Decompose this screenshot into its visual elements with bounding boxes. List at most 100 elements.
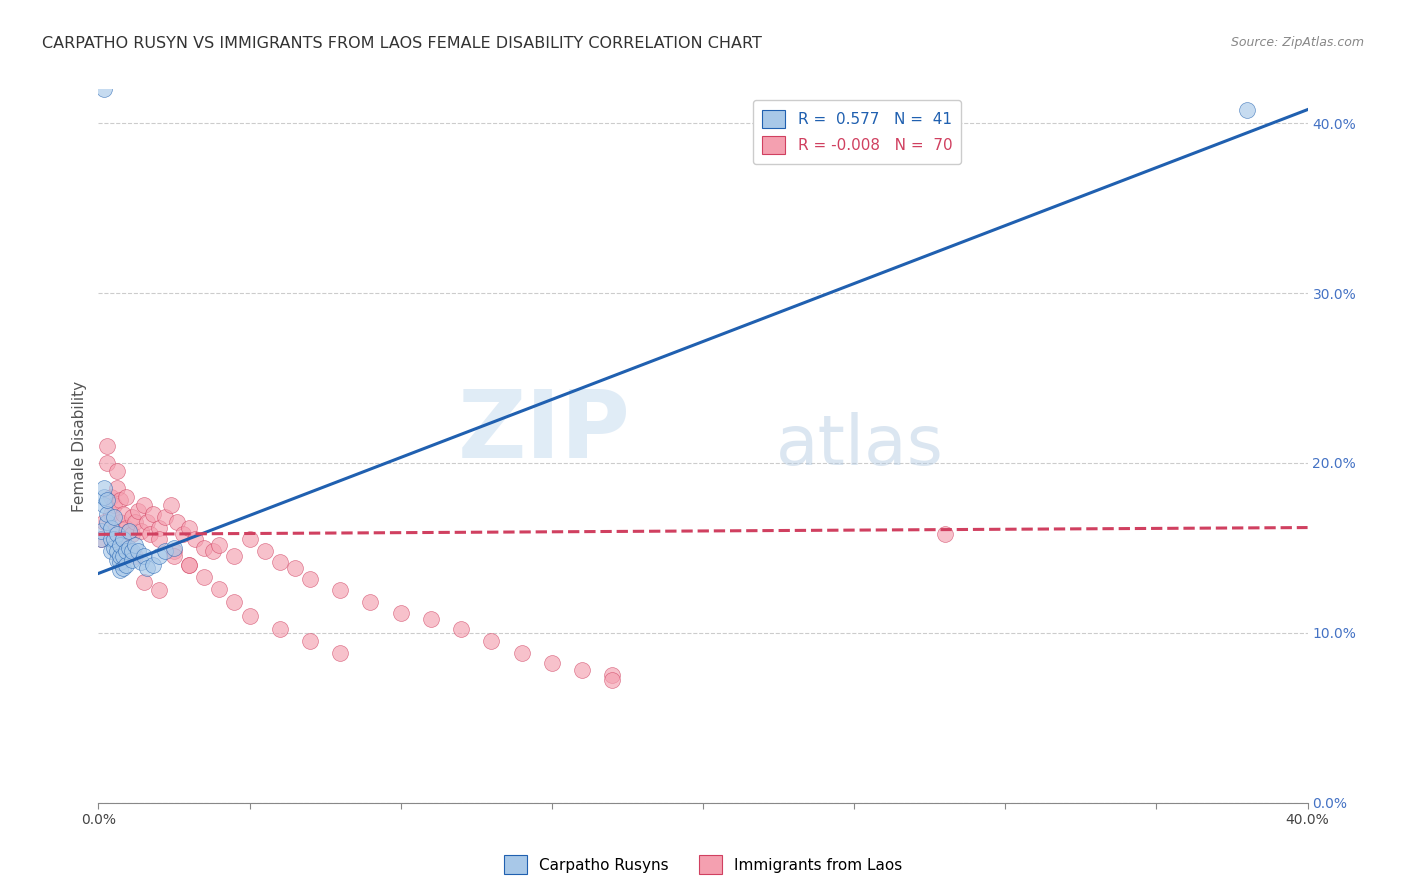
Point xyxy=(108,549,131,564)
Point xyxy=(90,533,112,547)
Point xyxy=(160,499,183,513)
Point xyxy=(129,524,152,538)
Point xyxy=(103,499,125,513)
Point xyxy=(121,527,143,541)
Point xyxy=(103,510,125,524)
Point xyxy=(299,634,322,648)
Point xyxy=(329,646,352,660)
Point xyxy=(93,490,115,504)
Point xyxy=(105,544,128,558)
Point xyxy=(153,544,176,558)
Point xyxy=(142,558,165,572)
Text: atlas: atlas xyxy=(776,412,943,480)
Point xyxy=(132,499,155,513)
Point xyxy=(163,544,186,558)
Point xyxy=(111,533,134,547)
Point xyxy=(105,482,128,496)
Point xyxy=(179,520,201,534)
Point xyxy=(481,634,503,648)
Point xyxy=(100,520,122,534)
Point xyxy=(121,510,143,524)
Legend: Carpatho Rusyns, Immigrants from Laos: Carpatho Rusyns, Immigrants from Laos xyxy=(498,849,908,880)
Point xyxy=(114,544,136,558)
Point xyxy=(100,533,122,547)
Point xyxy=(450,623,472,637)
Point xyxy=(114,520,136,534)
Point xyxy=(111,561,134,575)
Point xyxy=(118,524,141,538)
Point xyxy=(142,507,165,521)
Point xyxy=(100,507,122,521)
Legend: R =  0.577   N =  41, R = -0.008   N =  70: R = 0.577 N = 41, R = -0.008 N = 70 xyxy=(754,101,962,163)
Point xyxy=(166,516,188,530)
Point xyxy=(93,516,115,530)
Point xyxy=(135,516,157,530)
Y-axis label: Female Disability: Female Disability xyxy=(72,380,87,512)
Point xyxy=(602,668,624,682)
Point xyxy=(202,544,225,558)
Point xyxy=(163,541,186,555)
Point xyxy=(269,555,291,569)
Point xyxy=(193,541,215,555)
Point xyxy=(127,503,149,517)
Point xyxy=(96,507,118,521)
Point xyxy=(163,549,186,564)
Point xyxy=(118,544,141,558)
Point xyxy=(100,490,122,504)
Point xyxy=(108,537,131,551)
Point xyxy=(284,561,307,575)
Point xyxy=(540,657,562,671)
Point xyxy=(121,553,143,567)
Point xyxy=(329,583,352,598)
Point xyxy=(208,537,231,551)
Point xyxy=(90,524,112,538)
Point xyxy=(118,541,141,555)
Point xyxy=(96,493,118,508)
Point xyxy=(239,533,262,547)
Point xyxy=(132,549,155,564)
Point xyxy=(208,582,231,596)
Point xyxy=(510,646,533,660)
Text: Source: ZipAtlas.com: Source: ZipAtlas.com xyxy=(1230,36,1364,49)
Point xyxy=(389,606,412,620)
Point xyxy=(103,533,125,547)
Point xyxy=(90,533,112,547)
Point xyxy=(118,524,141,538)
Point xyxy=(127,544,149,558)
Point xyxy=(105,527,128,541)
Point xyxy=(934,527,956,541)
Point xyxy=(108,555,131,569)
Point xyxy=(224,549,246,564)
Point xyxy=(132,574,155,589)
Point xyxy=(96,456,118,470)
Point xyxy=(1236,103,1258,117)
Point xyxy=(105,553,128,567)
Point xyxy=(571,663,593,677)
Point xyxy=(224,595,246,609)
Point xyxy=(96,516,118,530)
Point xyxy=(124,537,146,551)
Point xyxy=(148,520,170,534)
Point xyxy=(602,673,624,688)
Point xyxy=(108,493,131,508)
Point xyxy=(269,623,291,637)
Point xyxy=(239,608,262,623)
Point xyxy=(93,82,115,96)
Point xyxy=(148,549,170,564)
Point xyxy=(103,524,125,538)
Point xyxy=(108,516,131,530)
Point xyxy=(129,555,152,569)
Point xyxy=(253,544,276,558)
Text: CARPATHO RUSYN VS IMMIGRANTS FROM LAOS FEMALE DISABILITY CORRELATION CHART: CARPATHO RUSYN VS IMMIGRANTS FROM LAOS F… xyxy=(42,36,762,51)
Point xyxy=(114,558,136,572)
Point xyxy=(100,544,122,558)
Point xyxy=(148,583,170,598)
Point xyxy=(114,490,136,504)
Point xyxy=(96,439,118,453)
Point xyxy=(139,527,162,541)
Point xyxy=(103,541,125,555)
Point xyxy=(105,465,128,479)
Point xyxy=(360,595,382,609)
Point xyxy=(193,570,215,584)
Point xyxy=(148,533,170,547)
